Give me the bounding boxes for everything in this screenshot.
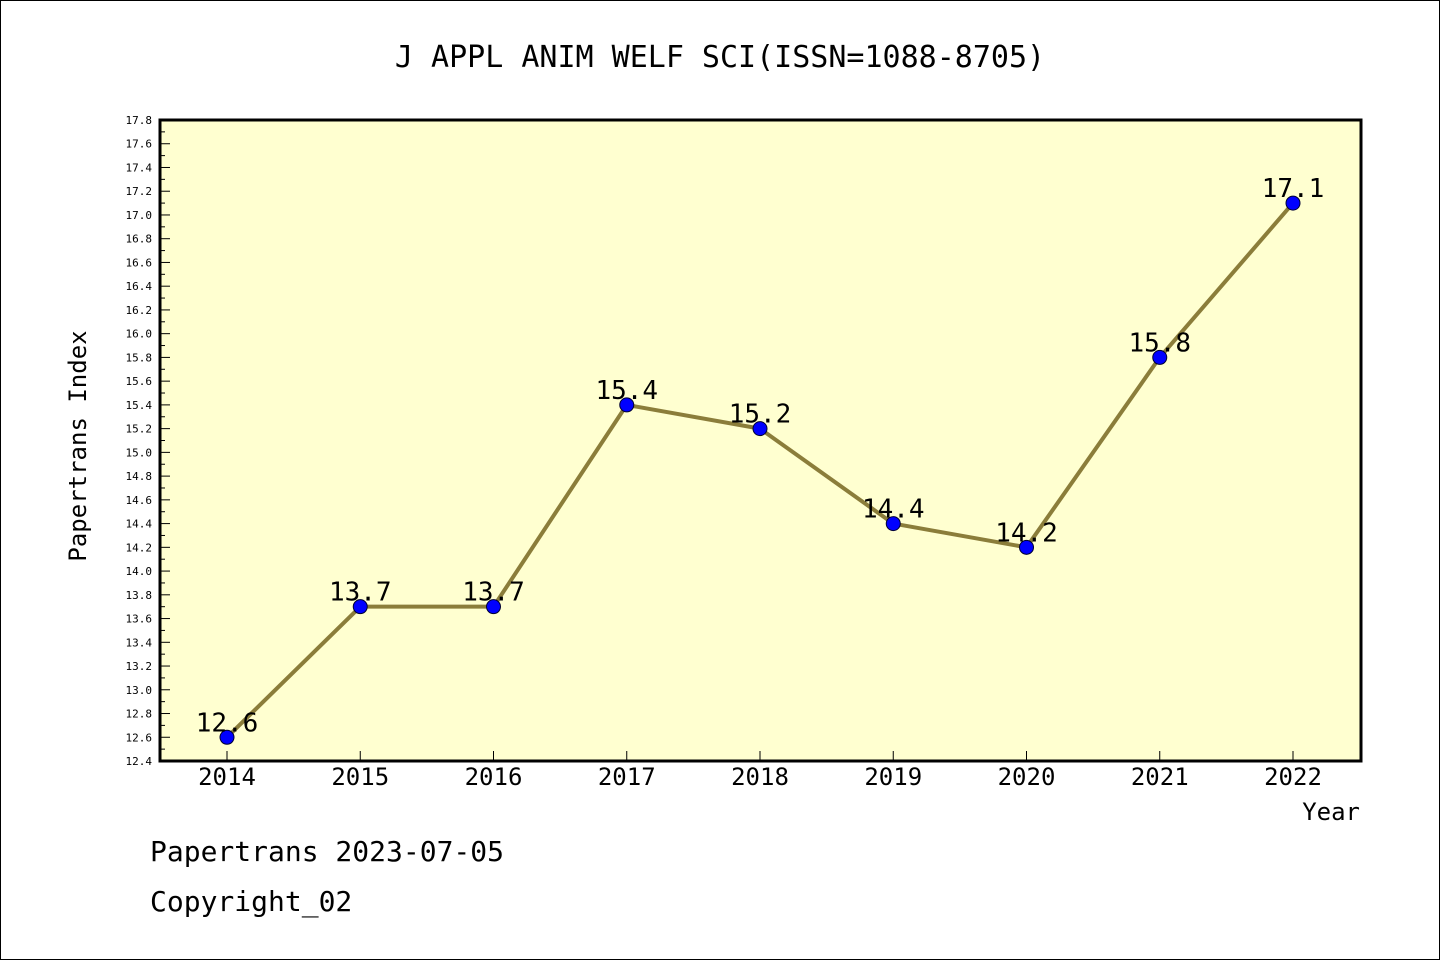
y-tick-label: 15.8 xyxy=(126,351,153,364)
y-tick-label: 14.0 xyxy=(126,565,153,578)
y-tick-label: 16.2 xyxy=(126,304,153,317)
x-tick-label: 2019 xyxy=(864,763,922,791)
chart-title: J APPL ANIM WELF SCI(ISSN=1088-8705) xyxy=(395,40,1045,75)
y-tick-label: 14.2 xyxy=(126,541,153,554)
x-tick-label: 2021 xyxy=(1131,763,1189,791)
x-tick-label: 2020 xyxy=(998,763,1056,791)
y-tick-label: 13.6 xyxy=(126,613,153,626)
y-tick-label: 14.6 xyxy=(126,494,153,507)
y-tick-label: 17.0 xyxy=(126,209,153,222)
data-label: 17.1 xyxy=(1262,174,1325,204)
footer-date-line: Papertrans 2023-07-05 xyxy=(150,835,505,868)
y-tick-label: 15.6 xyxy=(126,375,153,388)
y-tick-label: 15.0 xyxy=(126,446,153,459)
data-point xyxy=(1019,539,1034,555)
y-tick-label: 12.6 xyxy=(126,731,153,744)
plot-border xyxy=(158,118,1363,763)
data-point xyxy=(752,421,768,437)
x-tick-label: 2014 xyxy=(198,763,256,791)
y-tick-label: 17.4 xyxy=(126,161,153,174)
data-label: 15.8 xyxy=(1128,328,1191,358)
y-axis-label: Papertrans Index xyxy=(64,330,92,561)
data-point-group xyxy=(219,195,1301,745)
y-tick-label: 17.6 xyxy=(126,138,153,151)
plot-area xyxy=(160,120,1361,761)
y-tick-label: 14.8 xyxy=(126,470,153,483)
x-axis-label: Year xyxy=(1302,798,1360,826)
x-tick-label: 2017 xyxy=(598,763,656,791)
data-label: 13.7 xyxy=(462,578,525,608)
data-point xyxy=(219,729,235,745)
x-axis-ticks: 2014 2015 2016 2017 2018 2019 2020 2021 2022 xyxy=(198,751,1322,791)
y-tick-label: 17.2 xyxy=(126,185,153,198)
x-tick-label: 2016 xyxy=(465,763,523,791)
data-point xyxy=(619,397,635,413)
data-label-group: 12.6 13.7 13.7 15.4 15.2 14.4 14.2 15.8 17.1 xyxy=(196,174,1325,738)
y-axis-ticks: 12.4 12.6 12.8 13.0 13.2 13.4 13.6 13.8 14.0 14.2… xyxy=(126,114,170,768)
y-tick-label: 13.4 xyxy=(126,636,153,649)
data-label: 14.4 xyxy=(862,495,925,525)
y-tick-label: 12.8 xyxy=(126,708,153,721)
data-label: 13.7 xyxy=(329,578,392,608)
y-tick-label: 15.4 xyxy=(126,399,153,412)
y-tick-label: 16.6 xyxy=(126,256,153,269)
footer-copyright-line: Copyright_02 xyxy=(150,885,353,918)
data-point xyxy=(486,599,501,615)
y-tick-label: 15.2 xyxy=(126,423,153,436)
y-tick-label: 13.8 xyxy=(126,589,153,602)
x-tick-label: 2022 xyxy=(1264,763,1322,791)
data-label: 15.4 xyxy=(595,376,658,406)
y-tick-label: 17.8 xyxy=(126,114,153,127)
data-point xyxy=(1285,195,1301,211)
y-tick-label: 16.8 xyxy=(126,233,153,246)
data-label: 12.6 xyxy=(196,708,259,738)
data-label: 14.2 xyxy=(995,518,1058,548)
data-point xyxy=(1152,349,1168,365)
data-label: 15.2 xyxy=(729,400,792,430)
y-tick-label: 13.0 xyxy=(126,684,153,697)
y-tick-label: 16.4 xyxy=(126,280,153,293)
data-point xyxy=(885,516,901,532)
y-tick-label: 16.0 xyxy=(126,328,153,341)
x-tick-label: 2018 xyxy=(731,763,789,791)
x-tick-label: 2015 xyxy=(331,763,389,791)
data-point xyxy=(352,599,368,615)
y-tick-label: 14.4 xyxy=(126,518,153,531)
y-tick-label: 12.4 xyxy=(126,755,153,768)
y-tick-label: 13.2 xyxy=(126,660,153,673)
